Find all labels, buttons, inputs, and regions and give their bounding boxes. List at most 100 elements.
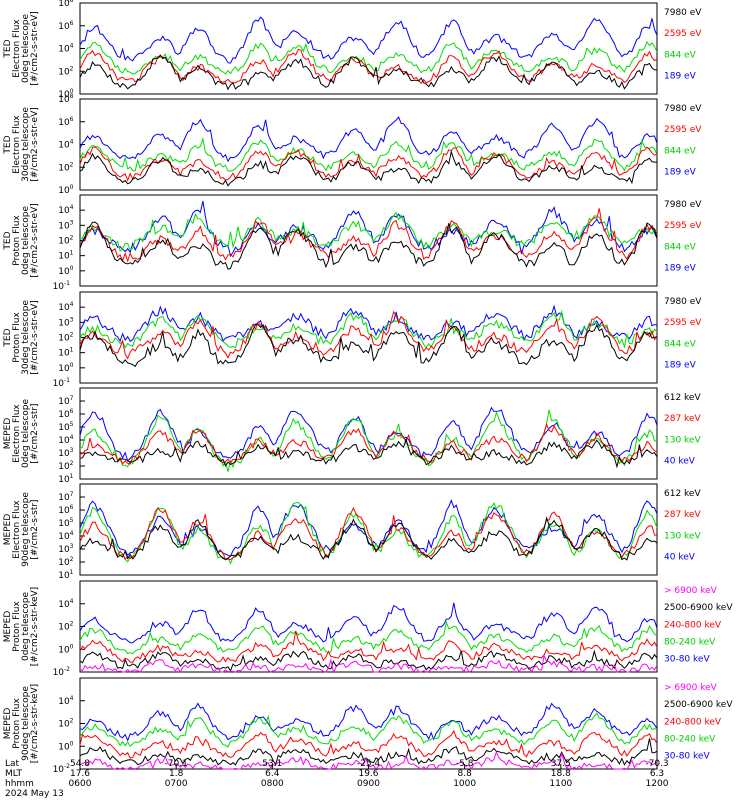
series-line	[79, 602, 658, 644]
y-tick-label: 102	[58, 235, 73, 247]
legend-entry: 240-800 keV	[664, 717, 722, 727]
series-line	[79, 116, 658, 163]
time-axis-row-label: Lat	[5, 759, 20, 769]
y-axis-label: TED	[3, 328, 13, 347]
legend-entry: 844 eV	[664, 146, 697, 156]
y-axis-label: MEPED	[3, 708, 13, 740]
legend-entry: 189 eV	[664, 71, 697, 81]
y-axis-label: Electron Flux	[12, 500, 22, 559]
y-tick-label: 102	[58, 332, 73, 344]
y-axis-label: 90deg telescope	[21, 686, 31, 761]
legend-entry: > 6900 keV	[664, 586, 718, 596]
y-axis-label: Electron Flux	[12, 19, 22, 78]
y-axis-label: [#/cm2-s-str-keV]	[30, 684, 40, 763]
legend-entry: 80-240 keV	[664, 735, 716, 745]
legend-entry: 80-240 keV	[664, 638, 716, 648]
legend-entry: 2500-6900 keV	[664, 603, 733, 613]
y-tick-label: 104	[58, 43, 73, 55]
time-axis-row-label: hhmm	[5, 779, 34, 789]
legend-entry: 7980 eV	[664, 8, 702, 18]
y-tick-label: 102	[58, 556, 73, 568]
series-line	[79, 506, 658, 561]
legend-entry: 130 keV	[664, 531, 701, 541]
y-axis-label: [#/cm2-s-str]	[30, 499, 40, 559]
y-axis-label: 0deg telescope	[21, 206, 31, 276]
legend-entry: > 6900 keV	[664, 683, 718, 693]
plot-frame	[79, 580, 658, 673]
y-tick-label: 103	[58, 543, 73, 555]
legend-entry: 189 eV	[664, 167, 697, 177]
y-tick-label: 107	[58, 491, 73, 503]
panel-7: 10-2 100 102 104 MEPED Proton Flux 0deg telesc…	[3, 580, 733, 678]
series-line	[79, 309, 658, 349]
legend-entry: 287 keV	[664, 510, 701, 520]
legend-entry: 130 keV	[664, 435, 701, 445]
y-tick-label: 107	[58, 395, 73, 407]
y-axis-label: [#/cm2-s-str-eV]	[30, 300, 40, 375]
y-axis-label: Proton Flux	[12, 312, 22, 363]
series-line	[79, 738, 658, 766]
legend-entry: 30-80 keV	[664, 655, 710, 665]
legend-entry: 40 keV	[664, 456, 696, 466]
time-axis-row-label: MLT	[5, 769, 23, 779]
series-line	[79, 631, 658, 663]
series-line	[79, 409, 658, 472]
series-line	[79, 702, 658, 742]
legend-entry: 189 eV	[664, 263, 697, 273]
legend-entry: 2595 eV	[664, 29, 702, 39]
legend-entry: 2595 eV	[664, 221, 702, 231]
x-tick-label-hhmm: 0900	[357, 779, 380, 789]
series-line	[79, 437, 658, 469]
y-tick-label: 106	[58, 504, 73, 516]
legend-entry: 844 eV	[664, 339, 697, 349]
x-tick-label-lat: -70.1	[165, 759, 188, 769]
x-tick-label-mlt: 18.8	[551, 769, 571, 779]
y-axis-label: Electron Flux	[12, 404, 22, 463]
y-tick-label: 103	[58, 316, 73, 328]
y-tick-label: 104	[58, 434, 73, 446]
y-tick-label: 103	[58, 219, 73, 231]
y-tick-label: 101	[58, 569, 73, 581]
series-line	[79, 653, 658, 674]
y-tick-label: 105	[58, 421, 73, 433]
x-tick-label-hhmm: 1200	[646, 779, 669, 789]
legend-entry: 7980 eV	[664, 297, 702, 307]
y-axis-label: [#/cm2-s-str-eV]	[30, 107, 40, 182]
panel-4: 10-1 100 101 102 103 104 TED Proton Flux 30deg t…	[3, 291, 702, 389]
plot-frame	[79, 483, 658, 576]
x-tick-label-hhmm: 0600	[69, 779, 92, 789]
y-tick-label: 100	[58, 265, 73, 277]
y-tick-label: 10-1	[53, 377, 71, 389]
y-tick-label: 104	[58, 139, 73, 151]
y-tick-label: 10-2	[53, 763, 71, 775]
y-tick-label: 104	[58, 204, 73, 216]
y-tick-label: 103	[58, 447, 73, 459]
series-line	[79, 406, 658, 462]
y-tick-label: 106	[58, 408, 73, 420]
legend-entry: 189 eV	[664, 360, 697, 370]
panel-2: 100 102 104 106 108 TED Electron Flux 30deg tel…	[3, 93, 702, 196]
x-tick-label-mlt: 17.6	[70, 769, 90, 779]
y-axis-label: MEPED	[3, 418, 13, 450]
y-tick-label: 108	[58, 0, 73, 9]
series-line	[79, 136, 658, 172]
x-tick-label-hhmm: 0700	[165, 779, 188, 789]
legend-entry: 844 eV	[664, 242, 697, 252]
x-tick-label-mlt: 6.4	[265, 769, 280, 779]
y-tick-label: 104	[58, 301, 73, 313]
legend-entry: 2595 eV	[664, 125, 702, 135]
legend-entry: 7980 eV	[664, 200, 702, 210]
y-axis-label: [#/cm2-s-str-eV]	[30, 11, 40, 86]
y-tick-label: 102	[58, 65, 73, 77]
y-axis-label: 30deg telescope	[21, 300, 31, 375]
x-tick-label-hhmm: 1000	[453, 779, 476, 789]
series-line	[79, 208, 658, 263]
y-tick-label: 100	[58, 362, 73, 374]
legend-entry: 2500-6900 keV	[664, 700, 733, 710]
y-tick-label: 102	[58, 621, 73, 633]
x-tick-label-lat: -5.8	[456, 759, 474, 769]
time-axis-row-label: 2024 May 13	[5, 789, 64, 799]
